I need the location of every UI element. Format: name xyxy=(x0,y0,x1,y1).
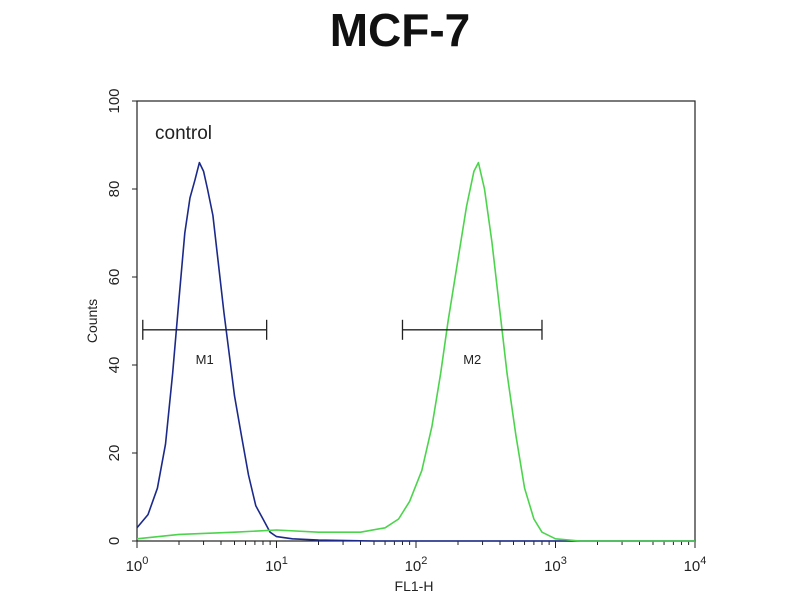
chart-title: MCF-7 xyxy=(329,4,471,56)
y-tick-label: 100 xyxy=(106,88,123,113)
x-tick-label: 103 xyxy=(544,555,567,575)
x-axis-label: FL1-H xyxy=(395,578,434,594)
gate-label-m2: M2 xyxy=(463,352,481,367)
histogram-line-sample xyxy=(136,161,695,542)
x-tick-label: 104 xyxy=(684,555,707,575)
x-tick-label: 101 xyxy=(265,555,288,575)
x-tick-label: 102 xyxy=(405,555,428,575)
control-annotation: control xyxy=(155,123,212,144)
plot-frame xyxy=(136,100,696,542)
y-tick-label: 40 xyxy=(106,357,123,374)
x-tick-label: 100 xyxy=(126,555,149,575)
y-tick-label: 20 xyxy=(106,445,123,462)
histogram-line-control xyxy=(136,161,695,542)
y-tick-label: 80 xyxy=(106,181,123,198)
gate-label-m1: M1 xyxy=(196,352,214,367)
y-tick-label: 0 xyxy=(106,537,123,545)
y-tick-label: 60 xyxy=(106,269,123,286)
y-axis-label: Counts xyxy=(84,299,100,343)
